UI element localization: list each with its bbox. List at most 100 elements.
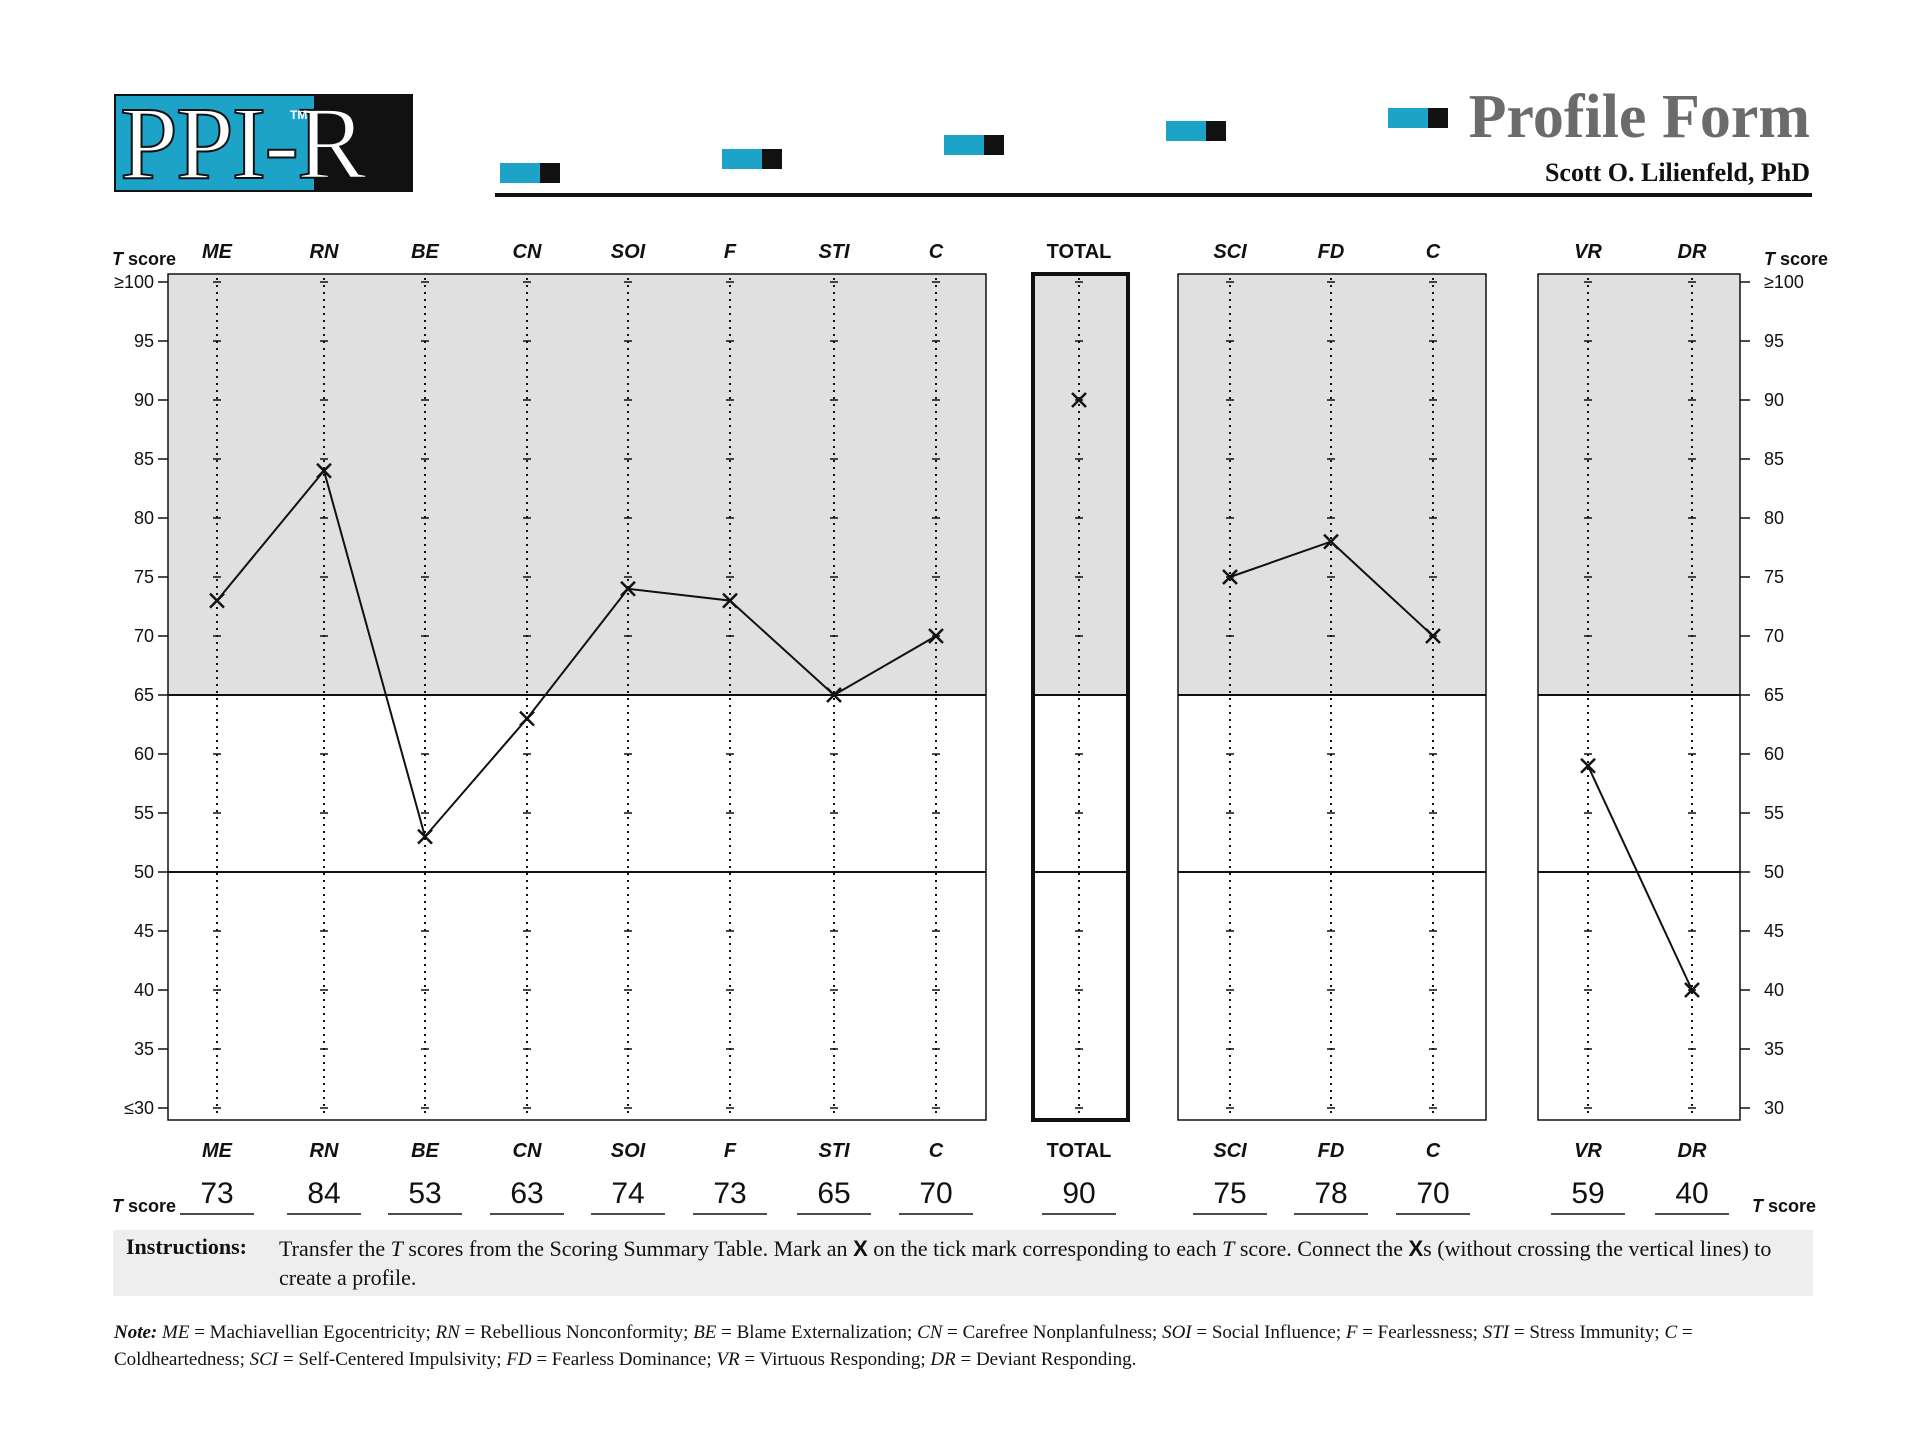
column-header-total: TOTAL: [1047, 241, 1112, 263]
profile-line-validity-scales: [1587, 765, 1693, 991]
y-tick-label-left: ≥100: [114, 272, 154, 292]
column-header-cn: CN: [513, 241, 542, 263]
x-marker: [722, 592, 738, 609]
y-tick-label-right: 75: [1764, 567, 1784, 587]
y-tick-label-left: 55: [134, 803, 154, 823]
instructions-label: Instructions:: [126, 1234, 248, 1259]
y-tick-label-right: 50: [1764, 862, 1784, 882]
instructions-text: Transfer the T scores from the Scoring S…: [279, 1236, 1772, 1290]
x-marker: [1222, 569, 1238, 585]
y-tick-label-right: 65: [1764, 685, 1784, 705]
profile-chart: ME ME 73 RN RN 84 BE BE 53 CN CN 63 SOI SOI 74 F F 73 STI S…: [112, 241, 1828, 1216]
column-footer-be: BE: [411, 1140, 439, 1162]
note-abbr: RN: [430, 1322, 460, 1343]
note-definition: = Carefree Nonplanfulness;: [942, 1322, 1158, 1343]
column-footer-fd: FD: [1318, 1140, 1345, 1162]
x-marker: [928, 628, 944, 644]
logo-trademark: TM: [290, 108, 308, 122]
note-definition: = Coldheartedness;: [114, 1322, 1693, 1370]
y-tick-label-right: 45: [1764, 921, 1784, 941]
y-tick-label-left: ≤30: [124, 1098, 154, 1118]
y-tick-label-right: 80: [1764, 508, 1784, 528]
note-abbr: F: [1341, 1322, 1358, 1343]
y-tick-label-right: 95: [1764, 331, 1784, 351]
column-footer-total: TOTAL: [1047, 1140, 1112, 1162]
ppi-r-logo: PPI-R TM: [114, 94, 413, 192]
column-header-dr: DR: [1678, 241, 1707, 263]
score-value: 75: [1213, 1177, 1246, 1210]
column-footer-c: C: [1426, 1140, 1441, 1162]
tscore-axis-label-right: T score: [1764, 249, 1828, 269]
note-entries: ME = Machiavellian Egocentricity; RN = R…: [114, 1322, 1693, 1370]
column-footer-rn: RN: [310, 1140, 339, 1162]
y-tick-label-left: 95: [134, 331, 154, 351]
column-header-c: C: [929, 241, 944, 263]
instructions-box: [113, 1230, 1813, 1296]
x-marker: [826, 687, 842, 703]
y-tick-label-right: 70: [1764, 626, 1784, 646]
note-abbr: VR: [711, 1349, 740, 1370]
column-header-f: F: [724, 241, 737, 263]
score-value: 53: [408, 1177, 441, 1210]
column-header-be: BE: [411, 241, 439, 263]
note-definition: = Stress Immunity;: [1509, 1322, 1660, 1343]
y-tick-label-left: 75: [134, 567, 154, 587]
note-label: Note:: [114, 1322, 158, 1343]
column-header-me: ME: [202, 241, 233, 263]
profile-line-content-scales: [216, 468, 937, 839]
note-abbr: CN: [912, 1322, 943, 1343]
x-marker: [209, 592, 225, 609]
note-definition: = Rebellious Nonconformity;: [459, 1322, 689, 1343]
header-rule: [495, 193, 1812, 197]
decorative-bar: [1388, 108, 1448, 128]
y-tick-label-left: 90: [134, 390, 154, 410]
x-marker: [620, 580, 636, 597]
column-header-sci: SCI: [1213, 241, 1247, 263]
column-footer-c: C: [929, 1140, 944, 1162]
score-value: 59: [1571, 1177, 1604, 1210]
y-tick-label-left: 50: [134, 862, 154, 882]
panel-total: [1031, 272, 1130, 1215]
y-tick-label-left: 80: [134, 508, 154, 528]
y-tick-label-left: 65: [134, 685, 154, 705]
note-definition: = Fearlessness;: [1357, 1322, 1478, 1343]
tscore-row-label-right: T score: [1752, 1196, 1816, 1216]
note-abbr: C: [1659, 1322, 1678, 1343]
column-footer-cn: CN: [513, 1140, 542, 1162]
score-value: 78: [1314, 1177, 1347, 1210]
score-value: 70: [1416, 1177, 1449, 1210]
x-marker: [1323, 533, 1339, 550]
column-header-vr: VR: [1574, 241, 1602, 263]
column-footer-sci: SCI: [1213, 1140, 1247, 1162]
note-definition: = Machiavellian Egocentricity;: [189, 1322, 431, 1343]
y-tick-label-right: 35: [1764, 1039, 1784, 1059]
page-title: Profile Form: [1468, 83, 1810, 151]
y-tick-label-right: 30: [1764, 1098, 1784, 1118]
panel-frame: [1537, 273, 1741, 1121]
note-abbr: SCI: [244, 1349, 279, 1370]
score-value: 74: [611, 1177, 644, 1210]
y-tick-label-right: 85: [1764, 449, 1784, 469]
column-footer-vr: VR: [1574, 1140, 1602, 1162]
score-value: 70: [919, 1177, 952, 1210]
panel-factor-scales: [1177, 273, 1487, 1215]
y-tick-label-right: 60: [1764, 744, 1784, 764]
column-header-sti: STI: [818, 241, 850, 263]
x-marker: [1684, 982, 1700, 998]
score-value: 63: [510, 1177, 543, 1210]
note-definition: = Blame Externalization;: [716, 1322, 913, 1343]
x-marker: [316, 462, 332, 479]
note-abbr: BE: [688, 1322, 717, 1343]
column-footer-f: F: [724, 1140, 737, 1162]
note-definition: = Virtuous Responding;: [739, 1349, 926, 1370]
decorative-bar: [1166, 121, 1226, 141]
abbreviation-note: Note: ME = Machiavellian Egocentricity; …: [114, 1319, 1814, 1373]
tscore-axis-label-left: T score: [112, 249, 176, 269]
panel-validity-scales: [1537, 273, 1741, 1215]
y-tick-label-left: 35: [134, 1039, 154, 1059]
y-tick-label-right: 90: [1764, 390, 1784, 410]
score-value: 65: [817, 1177, 850, 1210]
tscore-row-label-left: T score: [112, 1196, 176, 1216]
y-tick-label-right: 55: [1764, 803, 1784, 823]
score-value: 84: [307, 1177, 340, 1210]
